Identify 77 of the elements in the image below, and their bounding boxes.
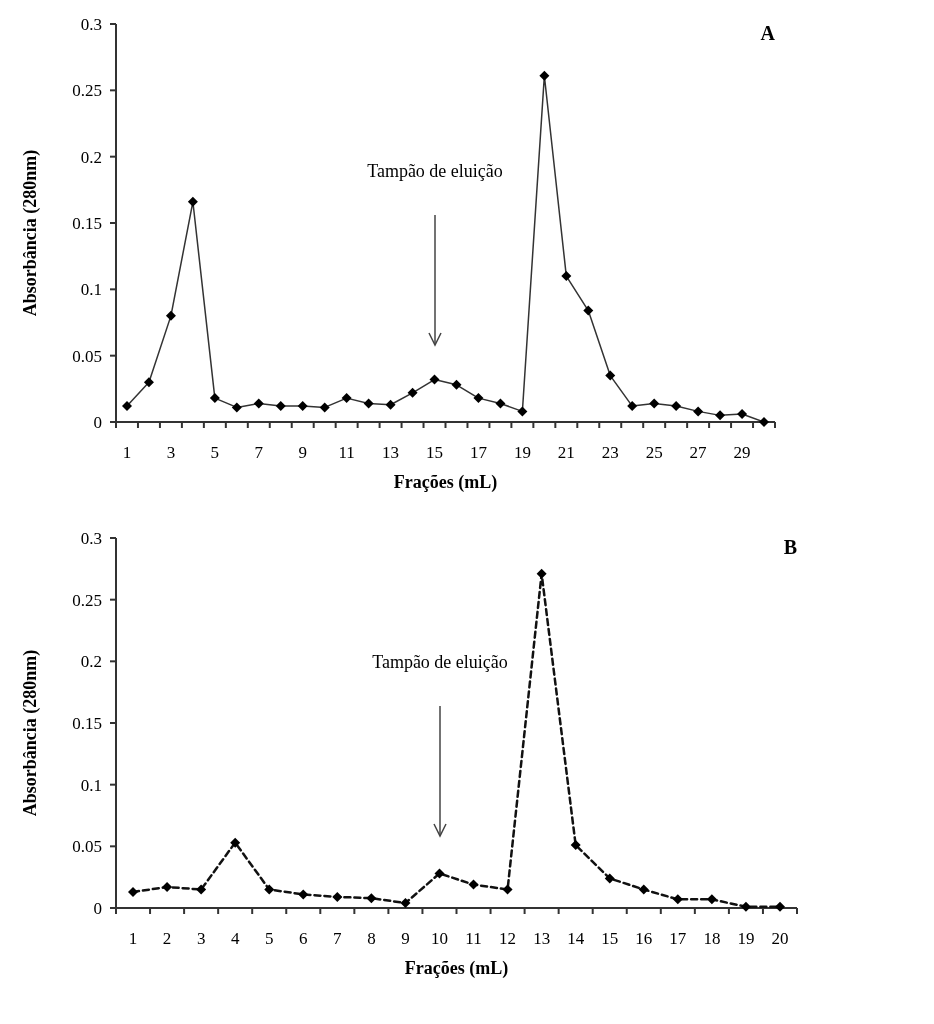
point <box>502 884 513 895</box>
x-tick-label: 8 <box>367 929 376 948</box>
x-tick-label: 17 <box>669 929 687 948</box>
x-tick-label: 23 <box>601 443 619 462</box>
point <box>162 882 173 893</box>
point <box>604 873 615 884</box>
x-tick-label: 13 <box>533 929 551 948</box>
x-tick-label: 20 <box>771 929 789 948</box>
point <box>468 879 479 890</box>
x-tick-label: 11 <box>338 443 355 462</box>
x-tick-label: 27 <box>689 443 708 462</box>
y-tick-label: 0.1 <box>80 775 102 795</box>
y-tick-label: 0.25 <box>72 81 102 101</box>
point <box>434 868 445 879</box>
chart-title: B <box>783 536 797 558</box>
x-tick-label: 3 <box>166 443 176 462</box>
y-tick-label: 0 <box>93 899 102 918</box>
x-tick-label: 9 <box>298 443 307 462</box>
y-tick-label: 0.05 <box>72 837 102 857</box>
point <box>264 884 275 895</box>
point <box>706 894 717 905</box>
x-axis-title: Frações (mL) <box>404 958 509 979</box>
x-tick-label: 11 <box>465 929 482 948</box>
x-tick-label: 2 <box>162 929 172 948</box>
y-tick-label: 0.1 <box>80 280 102 300</box>
x-tick-label: 12 <box>499 929 517 948</box>
x-tick-label: 7 <box>333 929 343 948</box>
x-tick-label: 5 <box>210 443 220 462</box>
x-tick-label: 7 <box>254 443 264 462</box>
annotation: Tampão de eluição <box>367 161 503 181</box>
y-tick-label: 0.05 <box>72 346 102 366</box>
point <box>332 891 343 902</box>
point <box>672 894 683 905</box>
x-tick-label: 29 <box>733 443 751 462</box>
point <box>740 901 751 912</box>
chart-title: A <box>760 22 776 44</box>
point <box>196 884 207 895</box>
y-axis-title: Absorbância (280nm) <box>20 649 41 817</box>
y-tick-label: 0.2 <box>80 652 102 672</box>
y-axis-title: Absorbância (280nm) <box>20 149 41 317</box>
x-tick-label: 1 <box>128 929 138 948</box>
x-tick-label: 25 <box>645 443 663 462</box>
x-tick-label: 3 <box>196 929 206 948</box>
point <box>536 568 547 579</box>
point <box>400 898 411 909</box>
annotation: Tampão de eluição <box>372 652 508 672</box>
x-tick-label: 6 <box>299 929 308 948</box>
x-tick-label: 17 <box>469 443 488 462</box>
x-tick-label: 21 <box>557 443 575 462</box>
point <box>298 889 309 900</box>
x-tick-label: 14 <box>567 929 585 948</box>
x-tick-label: 13 <box>382 443 400 462</box>
x-tick-label: 1 <box>122 443 132 462</box>
x-tick-label: 19 <box>513 443 531 462</box>
y-tick-label: 0.15 <box>72 214 102 233</box>
point <box>128 886 139 897</box>
y-tick-label: 0 <box>93 413 102 432</box>
y-tick-label: 0.25 <box>72 590 102 610</box>
point <box>366 893 377 904</box>
point <box>230 837 241 848</box>
y-tick-label: 0.2 <box>80 147 102 167</box>
x-axis-title: Frações (mL) <box>393 472 498 493</box>
x-tick-label: 16 <box>635 929 653 948</box>
y-tick-label: 0.3 <box>80 15 102 34</box>
x-tick-label: 15 <box>426 443 444 462</box>
y-tick-label: 0.15 <box>72 714 102 733</box>
point <box>638 884 649 895</box>
x-tick-label: 15 <box>601 929 619 948</box>
x-tick-label: 5 <box>264 929 274 948</box>
x-tick-label: 4 <box>230 929 240 948</box>
x-tick-label: 9 <box>401 929 410 948</box>
point <box>774 901 785 912</box>
x-tick-label: 19 <box>737 929 755 948</box>
y-tick-label: 0.3 <box>80 529 102 548</box>
point <box>570 840 581 851</box>
x-tick-label: 10 <box>430 929 448 948</box>
x-tick-label: 18 <box>703 929 721 948</box>
